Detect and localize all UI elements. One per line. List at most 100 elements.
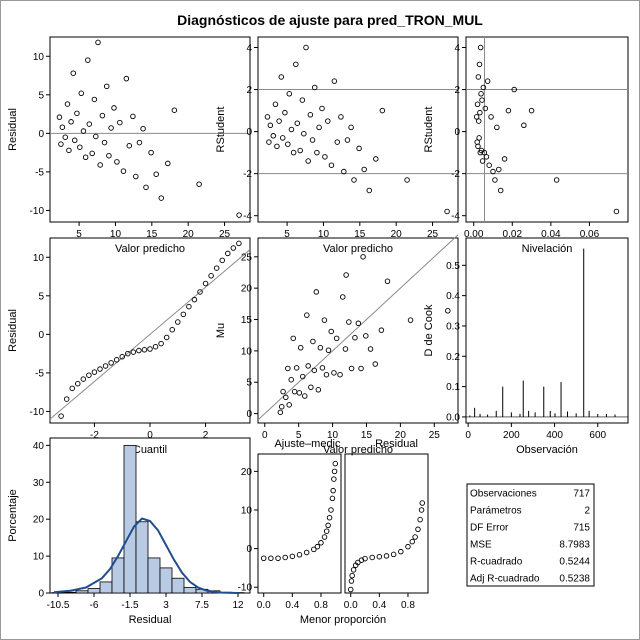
- data-point: [279, 135, 286, 141]
- data-point: [136, 139, 143, 146]
- y-tick-label: 5: [38, 90, 44, 101]
- data-point: [103, 83, 110, 90]
- data-point: [316, 124, 322, 131]
- data-point: [343, 272, 349, 278]
- data-point: [321, 317, 328, 323]
- data-point: [339, 294, 346, 300]
- cooks-distance-plot: 0 200 400 600 0.0 0.1 0.2 0.3 0.4 0.5 Observación D…: [423, 237, 629, 456]
- x-axis-label: Valor predicho: [323, 444, 393, 456]
- data-point: [494, 124, 500, 131]
- data-point: [323, 371, 330, 378]
- data-point: [328, 162, 335, 168]
- y-tick-label: 20: [241, 467, 253, 478]
- y-tick-label: 4: [246, 43, 252, 54]
- stats-value: 8.7983: [559, 540, 590, 551]
- data-point: [158, 340, 164, 347]
- data-point: [331, 78, 338, 84]
- data-point: [398, 548, 404, 555]
- y-tick-label: 0.5: [446, 261, 460, 272]
- data-point: [412, 534, 418, 540]
- data-point: [293, 61, 299, 68]
- y-axis-label: Mu: [215, 323, 227, 338]
- data-point: [404, 177, 410, 183]
- data-point: [367, 346, 374, 352]
- x-tick-label: 10: [110, 229, 122, 240]
- y-tick-label: -2: [451, 169, 460, 180]
- y-tick-label: -2: [243, 169, 252, 180]
- y-tick-label: -5: [35, 368, 44, 379]
- data-point: [276, 118, 282, 124]
- x-tick-label: 15: [361, 430, 373, 441]
- y-tick-label: 20: [241, 284, 253, 295]
- data-point: [299, 373, 306, 380]
- data-point: [405, 543, 411, 550]
- x-tick-label: 2: [203, 430, 209, 441]
- histogram-bar: [63, 591, 77, 594]
- data-point: [68, 119, 74, 125]
- x-tick-label: 0.0: [344, 600, 358, 611]
- rstudent-vs-leverage-plot: 0.00 0.02 0.04 0.06 -4 -2 0 2 4 Nivelación RStuden…: [423, 36, 629, 255]
- data-point: [80, 128, 87, 134]
- data-point: [372, 361, 379, 367]
- data-point: [86, 372, 92, 378]
- data-point: [347, 586, 354, 593]
- data-point: [334, 139, 341, 145]
- data-point: [415, 526, 421, 533]
- data-point: [376, 553, 383, 560]
- data-point: [280, 388, 286, 395]
- data-point: [285, 141, 291, 147]
- observed-vs-predicted-plot: 0 5 10 15 20 25 0 5 10 15 20 25 Valor predicho Mu: [215, 234, 459, 456]
- data-point: [59, 124, 66, 130]
- data-point: [286, 91, 293, 97]
- data-point: [296, 390, 303, 396]
- data-point: [484, 78, 491, 84]
- data-point: [350, 567, 357, 573]
- data-point: [315, 387, 322, 393]
- data-point: [302, 393, 308, 399]
- y-tick-label: -5: [35, 167, 44, 178]
- data-point: [297, 147, 303, 154]
- plot-frame: [465, 237, 629, 424]
- panel-label-fit-mean: Ajuste–medic: [274, 438, 341, 450]
- y-tick-label: 0: [246, 127, 252, 138]
- x-tick-label: 0.0: [257, 600, 271, 611]
- histogram-bar: [75, 590, 89, 594]
- stats-value: 0.5244: [559, 557, 590, 568]
- stats-value: 2: [584, 506, 590, 517]
- x-tick-label: 5: [284, 229, 290, 240]
- data-point: [126, 142, 133, 149]
- data-point: [363, 333, 369, 339]
- data-point: [213, 265, 220, 271]
- data-point: [290, 335, 297, 342]
- data-point: [66, 147, 72, 154]
- data-point: [477, 109, 483, 116]
- x-tick-label: 0.8: [314, 600, 328, 611]
- data-point: [521, 122, 527, 129]
- data-point: [236, 240, 242, 247]
- data-point: [152, 343, 159, 350]
- data-point: [488, 114, 494, 120]
- data-point: [136, 347, 142, 354]
- data-point: [285, 365, 291, 372]
- data-point: [318, 540, 324, 546]
- data-point: [274, 143, 280, 150]
- data-point: [373, 156, 379, 162]
- y-tick-label: 0.3: [446, 321, 460, 332]
- data-point: [305, 363, 311, 369]
- data-point: [331, 370, 337, 376]
- data-point: [369, 554, 375, 561]
- data-point: [70, 70, 77, 76]
- data-point: [444, 208, 450, 215]
- data-point: [278, 74, 285, 80]
- data-point: [78, 90, 85, 97]
- histogram-bar: [159, 567, 173, 594]
- data-point: [97, 162, 103, 168]
- data-point: [272, 101, 279, 108]
- data-point: [445, 307, 451, 314]
- data-point: [476, 61, 483, 68]
- data-point: [326, 514, 333, 521]
- data-point: [130, 349, 137, 355]
- data-point: [140, 125, 146, 132]
- x-axis-label: Cuantil: [133, 444, 167, 456]
